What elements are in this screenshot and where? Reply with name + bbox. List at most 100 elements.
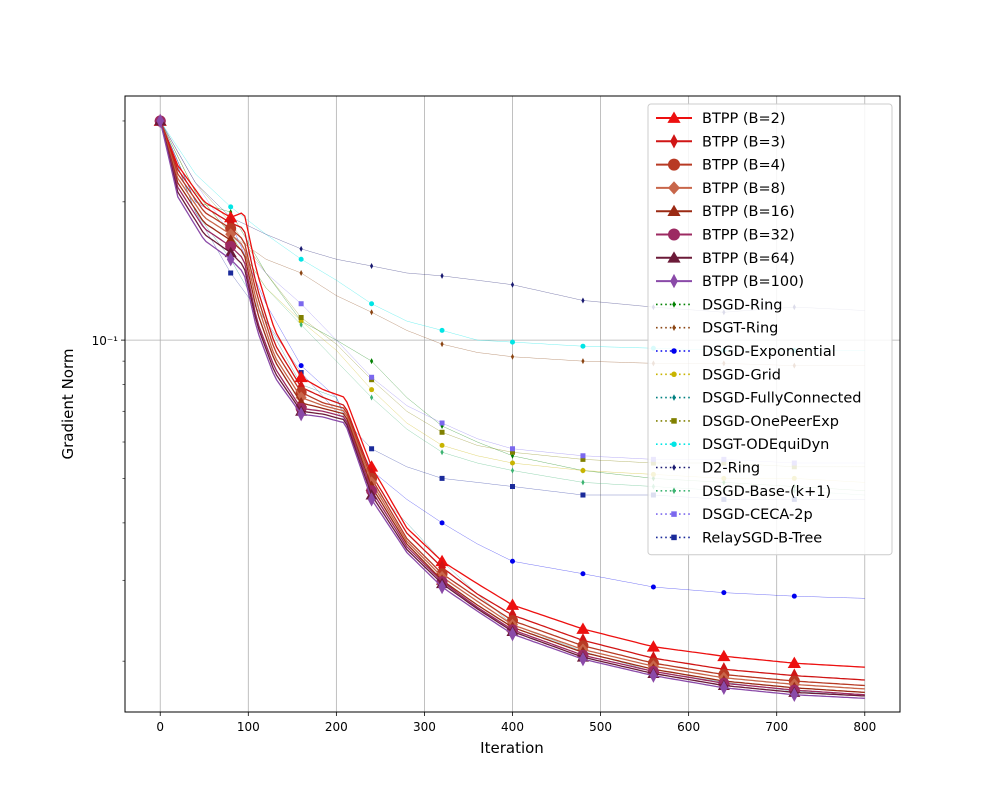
legend-entry: BTPP (B=2) <box>656 111 786 127</box>
series-marker <box>156 113 165 129</box>
legend-entry: DSGD-Base-(k+1) <box>656 484 831 500</box>
series-marker <box>439 429 445 435</box>
legend-marker <box>667 111 681 123</box>
series-marker <box>650 584 656 590</box>
legend-entry: DSGD-Exponential <box>656 344 836 360</box>
x-tick-label: 400 <box>501 720 524 734</box>
series-marker <box>581 297 585 304</box>
legend-entry: DSGD-CECA-2p <box>656 507 813 523</box>
legend-marker <box>672 394 676 401</box>
legend-marker <box>671 371 677 378</box>
series-marker <box>510 484 515 490</box>
legend-label: DSGT-Ring <box>702 321 778 337</box>
legend-entry: RelaySGD-B-Tree <box>656 530 822 546</box>
legend-entry: BTPP (B=100) <box>656 273 804 290</box>
legend-box <box>647 103 893 556</box>
series-marker <box>439 442 445 448</box>
legend-entry: DSGT-Ring <box>656 321 778 337</box>
series-marker <box>790 687 799 702</box>
series-marker <box>226 215 235 231</box>
series-marker <box>369 262 374 269</box>
legend-label: BTPP (B=2) <box>702 111 786 127</box>
series-marker <box>439 327 445 333</box>
series-marker <box>649 668 658 683</box>
series-marker <box>581 479 585 486</box>
series-marker <box>369 301 375 307</box>
series-marker <box>791 593 797 599</box>
x-tick-label: 600 <box>677 720 700 734</box>
series-marker <box>369 374 375 380</box>
series-marker <box>369 358 374 365</box>
legend-label: BTPP (B=32) <box>702 228 795 244</box>
series-marker <box>717 649 731 662</box>
legend-marker <box>670 134 678 149</box>
series-marker <box>510 353 515 360</box>
legend-label: BTPP (B=4) <box>702 158 786 174</box>
series-marker <box>224 246 237 258</box>
series-marker <box>510 467 515 474</box>
legend-marker <box>672 464 676 471</box>
legend-entry: BTPP (B=4) <box>656 158 786 174</box>
series-7 <box>156 113 865 702</box>
legend-marker <box>671 348 677 354</box>
series-marker <box>440 341 444 348</box>
series-marker <box>228 204 234 210</box>
legend-entry: D2-Ring <box>656 461 760 477</box>
series-marker <box>576 622 590 634</box>
series-marker <box>580 571 586 577</box>
legend-marker <box>672 324 676 331</box>
series-marker <box>510 281 515 288</box>
legend-marker <box>672 487 676 495</box>
axis-ticks: 0 100 200 300 400 500 600 700 800 10⁻¹ <box>92 120 876 734</box>
series-marker <box>298 315 304 321</box>
legend-label: BTPP (B=64) <box>702 251 795 267</box>
series-marker <box>440 272 444 279</box>
series-marker <box>294 370 308 383</box>
legend-label: BTPP (B=100) <box>702 274 804 290</box>
series-marker <box>369 309 374 316</box>
series-marker <box>510 460 515 466</box>
legend-label: RelaySGD-B-Tree <box>702 530 822 546</box>
x-tick-label: 200 <box>325 720 348 734</box>
series-marker <box>439 420 445 426</box>
legend-entry: BTPP (B=32) <box>656 228 795 244</box>
legend-marker <box>668 158 680 171</box>
legend-label: D2-Ring <box>702 461 760 477</box>
series-marker <box>438 579 446 595</box>
x-tick-label: 300 <box>413 720 436 734</box>
legend-label: DSGD-Base-(k+1) <box>702 484 831 500</box>
legend-entry: DSGD-FullyConnected <box>656 391 861 407</box>
legend-entry: BTPP (B=64) <box>656 251 795 267</box>
legend-entry: BTPP (B=8) <box>656 181 786 197</box>
series-marker <box>646 640 661 652</box>
series-marker <box>579 651 587 667</box>
series-marker <box>580 456 586 462</box>
series-marker <box>369 387 375 393</box>
series-marker <box>226 252 235 267</box>
x-tick-label: 700 <box>765 720 788 734</box>
series-marker <box>721 590 727 596</box>
series-marker <box>510 449 515 455</box>
legend-label: BTPP (B=8) <box>702 181 786 197</box>
series-marker <box>580 468 586 474</box>
legend-entry: BTPP (B=16) <box>656 204 795 220</box>
x-tick-label: 800 <box>853 720 876 734</box>
legend-marker <box>668 181 680 195</box>
x-tick-label: 500 <box>589 720 612 734</box>
series-marker <box>787 656 801 669</box>
series-marker <box>581 358 585 365</box>
series-marker <box>298 363 304 369</box>
series-marker <box>299 245 303 252</box>
x-tick-label: 0 <box>156 720 164 734</box>
series-marker <box>580 343 586 349</box>
series-marker <box>510 446 515 452</box>
series-marker <box>299 269 303 276</box>
legend-label: DSGD-FullyConnected <box>702 391 861 407</box>
legend-label: DSGD-CECA-2p <box>702 507 813 523</box>
series-marker <box>510 558 515 564</box>
legend-label: DSGT-ODEquiDyn <box>702 437 829 453</box>
series-marker <box>439 475 445 481</box>
series-marker <box>508 626 517 642</box>
legend-entry: BTPP (B=3) <box>656 134 786 150</box>
legend-marker <box>668 228 680 241</box>
